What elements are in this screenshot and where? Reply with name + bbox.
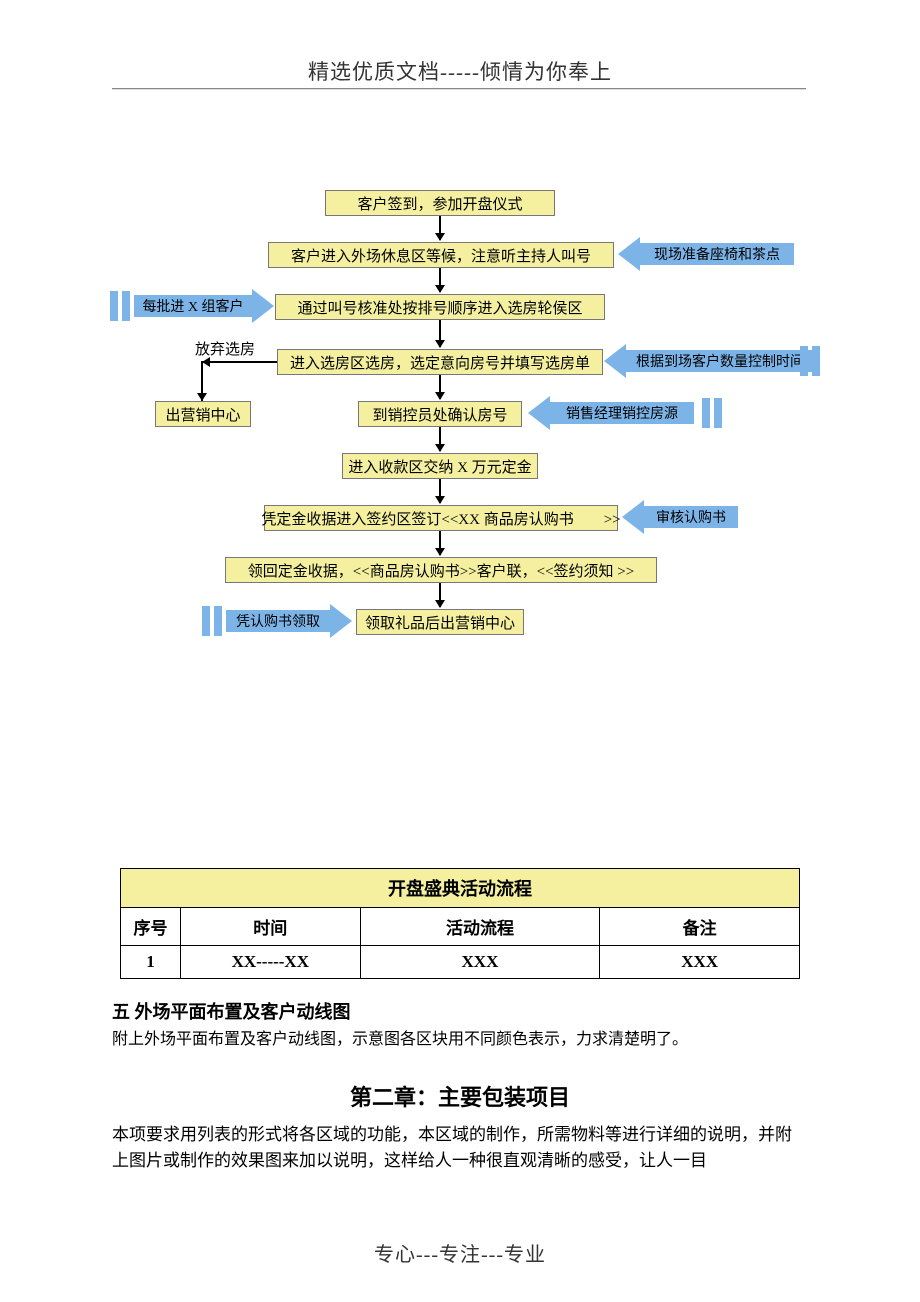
table-col-1: 时间 — [180, 908, 360, 946]
page-footer: 专心---专注---专业 — [0, 1238, 920, 1267]
flow-step-8: 领回定金收据，<<商品房认购书>>客户联，<<签约须知 >> — [225, 557, 657, 583]
chapter2-heading: 第二章：主要包装项目 — [0, 1080, 920, 1112]
flow-step-9: 领取礼品后出营销中心 — [356, 609, 524, 635]
flow-arrow — [439, 268, 441, 292]
annot-right-3-bars — [702, 398, 722, 428]
flow-exit-box: 出营销中心 — [155, 401, 251, 427]
table-cell: XXX — [360, 946, 600, 979]
section5-body: 附上外场平面布置及客户动线图，示意图各区块用不同颜色表示，力求清楚明了。 — [112, 1028, 806, 1052]
flow-arrow — [439, 583, 441, 607]
table-cell: 1 — [121, 946, 181, 979]
flow-step-4: 进入选房区选房，选定意向房号并填写选房单 — [277, 349, 603, 375]
annot-right-1: 现场准备座椅和茶点 — [618, 237, 794, 271]
annot-left-2-bars — [202, 606, 222, 636]
page-header: 精选优质文档-----倾情为你奉上 — [0, 56, 920, 86]
annot-right-2-bars — [800, 346, 820, 376]
flow-arrow — [439, 216, 441, 240]
table-title: 开盘盛典活动流程 — [121, 869, 800, 908]
table-cell: XXX — [600, 946, 800, 979]
flow-arrow — [439, 375, 441, 399]
flow-step-2: 客户进入外场休息区等候，注意听主持人叫号 — [268, 242, 614, 268]
table-row: 1 XX-----XX XXX XXX — [121, 946, 800, 979]
annot-left-1: 每批进 X 组客户 — [134, 289, 274, 323]
table-col-3: 备注 — [600, 908, 800, 946]
annot-left-2: 凭认购书领取 — [226, 604, 352, 638]
flow-step-5: 到销控员处确认房号 — [358, 401, 522, 427]
flow-step-1: 客户签到，参加开盘仪式 — [325, 190, 555, 216]
section5-heading: 五 外场平面布置及客户动线图 — [112, 998, 351, 1024]
header-rule — [112, 88, 806, 90]
abandon-label: 放弃选房 — [195, 338, 255, 359]
annot-right-4: 审核认购书 — [622, 500, 738, 534]
flow-arrow — [439, 320, 441, 347]
flow-arrow — [439, 427, 441, 451]
annot-right-3: 销售经理销控房源 — [528, 396, 694, 430]
abandon-arrow — [201, 374, 203, 400]
table-cell: XX-----XX — [180, 946, 360, 979]
table-col-0: 序号 — [121, 908, 181, 946]
flowchart: 客户签到，参加开盘仪式 客户进入外场休息区等候，注意听主持人叫号 通过叫号核准处… — [0, 190, 920, 770]
table-col-2: 活动流程 — [360, 908, 600, 946]
annot-left-1-bars — [110, 291, 130, 321]
annot-right-2: 根据到场客户数量控制时间 — [604, 344, 814, 378]
flow-step-6: 进入收款区交纳 X 万元定金 — [342, 453, 538, 479]
flow-step-3: 通过叫号核准处按排号顺序进入选房轮侯区 — [275, 294, 605, 320]
flow-step-7: 凭定金收据进入签约区签订<<XX 商品房认购书 >> — [264, 505, 618, 531]
flow-arrow — [439, 531, 441, 555]
abandon-connector-h — [203, 361, 277, 363]
schedule-table: 开盘盛典活动流程 序号 时间 活动流程 备注 1 XX-----XX XXX X… — [120, 868, 800, 979]
chapter2-body: 本项要求用列表的形式将各区域的功能，本区域的制作，所需物料等进行详细的说明，并附… — [112, 1122, 806, 1175]
page: 精选优质文档-----倾情为你奉上 客户签到，参加开盘仪式 客户进入外场休息区等… — [0, 0, 920, 1302]
flow-arrow — [439, 479, 441, 503]
